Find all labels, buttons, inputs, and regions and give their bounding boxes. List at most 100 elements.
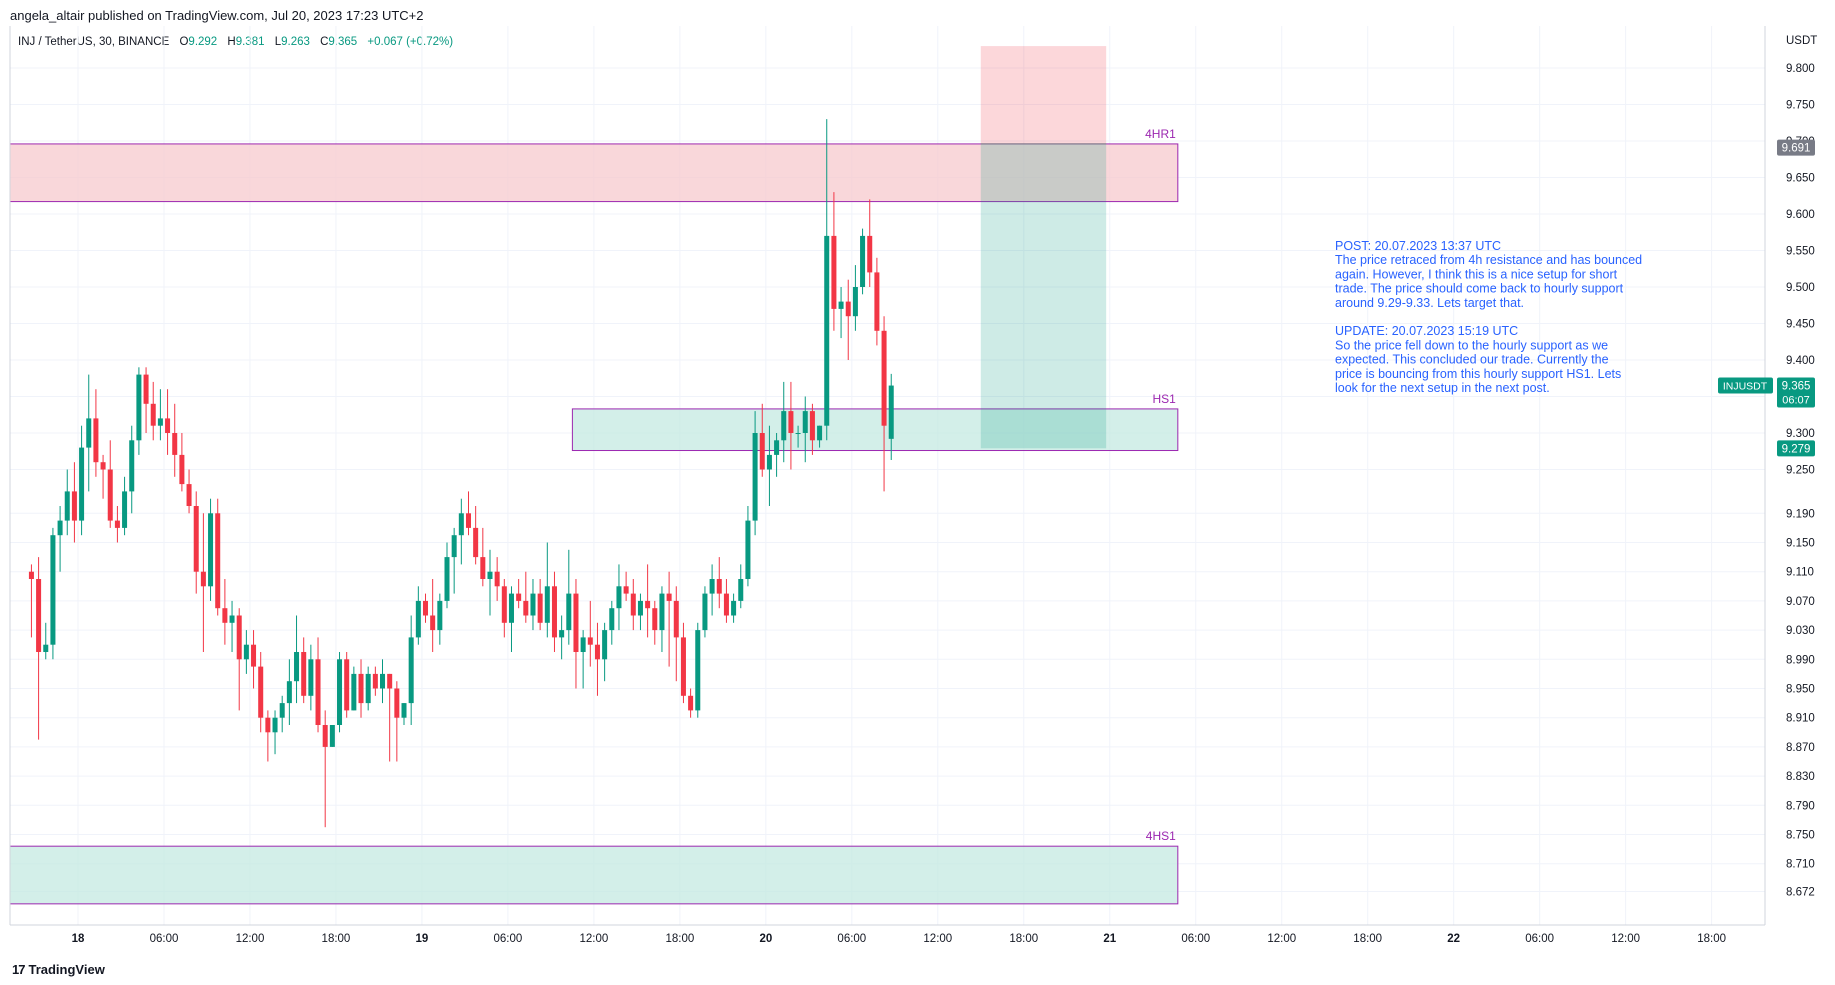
zone-4hs1 — [9, 845, 1179, 905]
y-tick-label: 8.990 — [1786, 654, 1815, 666]
candle-body — [458, 513, 464, 536]
candle-body — [143, 374, 149, 404]
candle-body — [372, 673, 378, 689]
price-chart[interactable]: 4HR1 HS1 4HS1 POST: 20.07.2023 13:37 UTCTh… — [0, 0, 1835, 955]
candle-body — [408, 637, 414, 704]
published-by-line: angela_altair published on TradingView.c… — [10, 8, 424, 23]
y-tick-label: 8.750 — [1786, 830, 1815, 842]
candle-body — [279, 703, 285, 718]
tradingview-logo[interactable]: 17 TradingView — [12, 962, 105, 977]
price-label-bg — [1777, 440, 1815, 457]
y-tick-label: 9.450 — [1786, 319, 1815, 331]
candle-body — [838, 301, 844, 309]
candle-body — [129, 440, 135, 492]
candle-body — [380, 673, 386, 689]
x-tick-label: 06:00 — [1181, 933, 1210, 945]
candle-body — [93, 418, 99, 463]
candle-body — [544, 586, 550, 623]
x-tick-label: 18:00 — [665, 933, 694, 945]
candle-body — [79, 447, 85, 521]
candle-body — [258, 666, 264, 718]
y-tick-label: 9.250 — [1786, 465, 1815, 477]
candle-body — [208, 513, 214, 587]
symbol-label-bg — [1718, 377, 1773, 394]
candle-body — [709, 579, 715, 594]
x-tick-label: 18:00 — [1009, 933, 1038, 945]
candle-body — [329, 725, 335, 747]
y-tick-label: 9.150 — [1786, 538, 1815, 550]
candle-body — [702, 593, 708, 631]
candle-body — [759, 433, 765, 470]
y-tick-label: 9.190 — [1786, 508, 1815, 520]
candle-body — [867, 235, 873, 273]
price-label-bg — [1777, 139, 1815, 156]
y-tick-label: 8.672 — [1786, 886, 1815, 898]
candle-body — [487, 571, 493, 579]
price-labels-layer: 9.691 INJUSDT 9.365 06:07 9.279 — [1718, 139, 1815, 457]
candle-body — [817, 425, 823, 441]
candle-body — [852, 287, 858, 317]
x-tick-label: 12:00 — [579, 933, 608, 945]
candle-body — [594, 644, 600, 660]
candle-body — [494, 571, 500, 587]
candle-body — [645, 600, 651, 609]
candle-body — [508, 593, 514, 623]
candle-body — [358, 673, 364, 704]
y-tick-label: 9.650 — [1786, 173, 1815, 185]
candle-body — [265, 717, 271, 733]
candle-body — [172, 433, 178, 455]
candle-body — [236, 615, 242, 660]
annotation-line: UPDATE: 20.07.2023 15:19 UTC — [1335, 324, 1518, 338]
x-tick-label: 18:00 — [1697, 933, 1726, 945]
x-tick-label: 18:00 — [322, 933, 351, 945]
candle-body — [107, 469, 113, 521]
position-target-zone[interactable] — [980, 143, 1107, 449]
y-tick-label: 9.800 — [1786, 63, 1815, 75]
candle-body — [845, 301, 851, 317]
candle-body — [157, 418, 163, 426]
tradingview-logo-icon: 17 — [12, 962, 26, 977]
symbol-title[interactable]: INJ / TetherUS, 30, BINANCE — [18, 36, 170, 48]
candle-body — [795, 433, 801, 434]
x-tick-label: 06:00 — [837, 933, 866, 945]
candle-body — [286, 681, 292, 704]
candle-body — [344, 659, 350, 711]
candle-body — [136, 374, 142, 441]
zones-layer: 4HR1 HS1 4HS1 — [9, 127, 1179, 905]
price-label-target: 9.279 — [1782, 443, 1811, 455]
y-tick-label: 9.400 — [1786, 355, 1815, 367]
candle-body — [444, 557, 450, 601]
candle-body — [809, 411, 815, 441]
bar-timer-label: 06:07 — [1782, 395, 1810, 407]
grid-lines — [10, 26, 1765, 925]
y-tick-label: 8.790 — [1786, 800, 1815, 812]
candle-body — [680, 637, 686, 696]
candle-body — [294, 652, 300, 682]
candle-body — [766, 454, 772, 470]
x-tick-label: 12:00 — [1267, 933, 1296, 945]
low-value: 9.263 — [281, 36, 310, 48]
candle-body — [71, 491, 77, 521]
candle-body — [637, 600, 643, 616]
candle-body — [193, 506, 199, 572]
zone-label-4hr1: 4HR1 — [1145, 127, 1176, 141]
symbol-label: INJUSDT — [1723, 381, 1768, 393]
candle-body — [430, 615, 436, 631]
candles-layer — [28, 119, 894, 828]
y-tick-label: 8.870 — [1786, 742, 1815, 754]
short-position-tool[interactable] — [980, 46, 1107, 449]
annotation-line: The price retraced from 4h resistance an… — [1335, 253, 1642, 267]
candle-body — [860, 235, 866, 287]
candle-body — [716, 579, 722, 594]
high-label: H — [227, 36, 236, 48]
candle-body — [695, 630, 701, 711]
candle-body — [179, 454, 185, 485]
candle-body — [745, 520, 751, 579]
candle-body — [630, 593, 636, 616]
candle-body — [874, 272, 880, 331]
y-tick-label: 9.550 — [1786, 246, 1815, 258]
position-stop-zone[interactable] — [980, 46, 1107, 144]
open-label: O — [179, 36, 189, 48]
x-tick-label: 18 — [72, 933, 85, 945]
